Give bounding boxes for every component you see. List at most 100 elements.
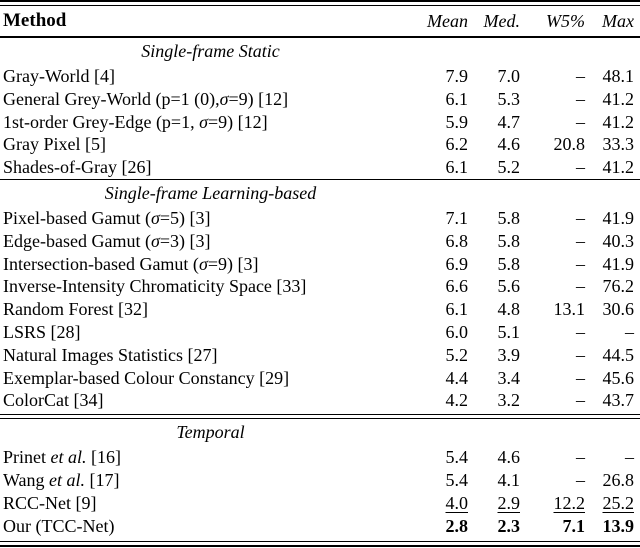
method-name-segment: =9) [12]: [207, 111, 268, 132]
table-body: Single-frame Static Gray-World [4] 7.9 7…: [0, 38, 640, 537]
method-cell: Shades-of-Gray [26]: [0, 156, 421, 179]
method-cell: LSRS [28]: [0, 321, 421, 344]
med-cell: 4.1: [497, 469, 521, 490]
med-cell: 2.9: [497, 492, 521, 513]
table-header-row: Method Mean Med. W5% Max: [0, 6, 640, 36]
method-name-segment: LSRS [28]: [3, 321, 81, 342]
column-header-mean: Mean: [427, 10, 468, 31]
mean-cell: 6.8: [445, 230, 469, 251]
column-header-max: Max: [602, 10, 634, 31]
table-row: 1st-order Grey-Edge (p=1, σ=9) [12] 5.9 …: [0, 111, 640, 134]
max-cell: 43.7: [602, 390, 635, 411]
mean-cell: 4.0: [445, 492, 469, 513]
max-cell: –: [625, 321, 634, 342]
med-cell: 4.7: [497, 111, 521, 132]
mean-cell: 6.0: [445, 321, 469, 342]
section-title: Temporal: [176, 422, 245, 443]
w5-cell: –: [576, 447, 585, 468]
max-cell: 41.9: [602, 253, 635, 274]
max-cell: 44.5: [602, 344, 635, 365]
w5-cell: –: [576, 111, 585, 132]
med-cell: 7.0: [497, 66, 521, 86]
w5-cell: –: [576, 66, 585, 86]
section-rule: [0, 178, 640, 180]
table-row: Exemplar-based Colour Constancy [29] 4.4…: [0, 367, 640, 390]
table-row: LSRS [28] 6.0 5.1 – –: [0, 321, 640, 344]
table-row: Gray Pixel [5] 6.2 4.6 20.8 33.3: [0, 133, 640, 156]
med-cell: 3.4: [497, 367, 521, 388]
mean-cell: 6.9: [445, 253, 469, 274]
mean-cell: 5.4: [445, 469, 469, 490]
w5-cell: –: [576, 207, 585, 228]
section-rule: [0, 414, 640, 416]
med-cell: 3.2: [497, 390, 521, 411]
method-cell: Gray-World [4]: [0, 65, 421, 88]
method-cell: Random Forest [32]: [0, 298, 421, 321]
method-name-segment: =5) [3]: [159, 207, 211, 228]
med-cell: 5.3: [497, 88, 521, 109]
method-cell: Intersection-based Gamut (σ=9) [3]: [0, 253, 421, 276]
method-cell: General Grey-World (p=1 (0),σ=9) [12]: [0, 88, 421, 111]
table-row: Intersection-based Gamut (σ=9) [3] 6.9 5…: [0, 253, 640, 276]
method-name-segment: Exemplar-based Colour Constancy [29]: [3, 367, 290, 388]
w5-cell: –: [576, 253, 585, 274]
method-name-segment: Intersection-based Gamut (: [3, 253, 199, 274]
max-cell: 41.2: [602, 157, 635, 178]
method-cell: Our (TCC-Net): [0, 515, 421, 538]
top-rule-thin: [0, 5, 640, 6]
w5-cell: –: [576, 88, 585, 109]
bottom-rule-thin: [0, 541, 640, 543]
method-name-segment: Wang: [3, 469, 50, 490]
med-cell: 5.8: [497, 253, 521, 274]
table-row: General Grey-World (p=1 (0),σ=9) [12] 6.…: [0, 88, 640, 111]
method-name-segment: =9) [3]: [207, 253, 259, 274]
mean-cell: 7.9: [445, 66, 469, 86]
method-cell: Inverse-Intensity Chromaticity Space [33…: [0, 275, 421, 298]
method-name-segment: ColorCat [34]: [3, 390, 104, 411]
table-row: Natural Images Statistics [27] 5.2 3.9 –…: [0, 344, 640, 367]
method-cell: Wang et al. [17]: [0, 469, 421, 492]
med-cell: 4.6: [497, 134, 521, 155]
table-row: Pixel-based Gamut (σ=5) [3] 7.1 5.8 – 41…: [0, 207, 640, 230]
w5-cell: –: [576, 344, 585, 365]
w5-cell: 20.8: [553, 134, 586, 155]
method-name-segment: =9) [12]: [228, 88, 289, 109]
section-rule: [0, 418, 640, 420]
max-cell: 41.9: [602, 207, 635, 228]
med-cell: 5.6: [497, 276, 521, 297]
w5-cell: 12.2: [553, 492, 586, 513]
med-cell: 5.8: [497, 207, 521, 228]
method-name-segment: Our (TCC-Net): [3, 515, 115, 536]
column-header-med: Med.: [483, 10, 520, 31]
table-row: Edge-based Gamut (σ=3) [3] 6.8 5.8 – 40.…: [0, 230, 640, 253]
header-rule: [0, 36, 640, 38]
mean-cell: 6.1: [445, 299, 469, 320]
method-name-segment: RCC-Net [9]: [3, 492, 97, 513]
max-cell: –: [625, 447, 634, 468]
table-row: Inverse-Intensity Chromaticity Space [33…: [0, 275, 640, 298]
max-cell: 30.6: [602, 299, 635, 320]
table-row: ColorCat [34] 4.2 3.2 – 43.7: [0, 389, 640, 412]
med-cell: 5.1: [497, 321, 521, 342]
section-title: Single-frame Learning-based: [104, 182, 317, 203]
method-name-segment: Prinet: [3, 447, 51, 468]
table-row: Prinet et al. [16] 5.4 4.6 – –: [0, 446, 640, 469]
section-header-row: Single-frame Static: [0, 38, 640, 65]
method-name-segment: Inverse-Intensity Chromaticity Space [33…: [3, 276, 307, 297]
method-name-segment: [16]: [86, 447, 121, 468]
max-cell: 45.6: [602, 367, 635, 388]
section-title: Single-frame Static: [141, 41, 280, 61]
w5-cell: –: [576, 230, 585, 251]
mean-cell: 5.9: [445, 111, 469, 132]
method-name-segment: Random Forest [32]: [3, 299, 148, 320]
method-cell: Gray Pixel [5]: [0, 133, 421, 156]
table-row: RCC-Net [9] 4.0 2.9 12.2 25.2: [0, 492, 640, 515]
method-name-italic-segment: σ: [150, 207, 160, 228]
section-header-row: Temporal: [0, 419, 640, 446]
table-row: Wang et al. [17] 5.4 4.1 – 26.8: [0, 469, 640, 492]
w5-cell: –: [576, 367, 585, 388]
w5-cell: –: [576, 321, 585, 342]
w5-cell: –: [576, 276, 585, 297]
method-name-segment: Edge-based Gamut (: [3, 230, 151, 251]
mean-cell: 7.1: [445, 207, 469, 228]
